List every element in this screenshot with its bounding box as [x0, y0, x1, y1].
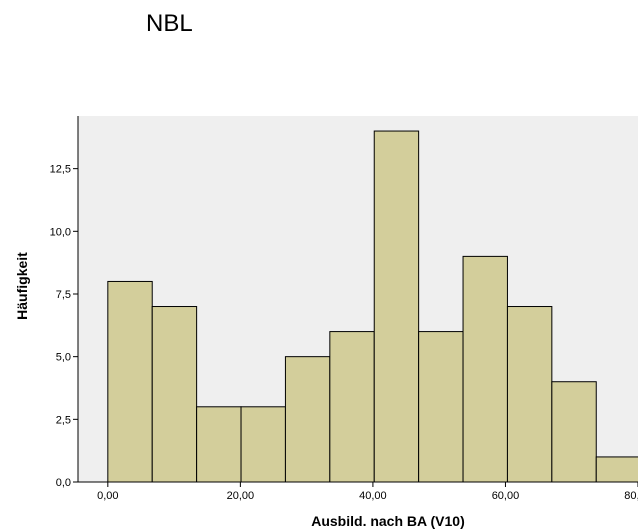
x-axis-title: Ausbild. nach BA (V10) [311, 513, 465, 529]
histogram-bar-6 [373, 130, 420, 483]
x-tick-label-1: 20,00 [227, 490, 255, 502]
bars-group [107, 130, 638, 483]
histogram-bar-4 [284, 356, 331, 483]
y-tick-label-3: 7,5 [56, 289, 71, 301]
histogram-bar-7 [418, 331, 464, 483]
y-tick-label-4: 10,0 [50, 226, 71, 238]
histogram-bar-8 [462, 255, 508, 483]
y-tick-label-5: 12,5 [50, 164, 71, 176]
x-tick-label-2: 40,00 [359, 490, 387, 502]
histogram-bar-10 [551, 381, 597, 483]
histogram-bar-5 [329, 331, 375, 483]
histogram-bar-2 [196, 406, 242, 483]
x-tick-label-0: 0,00 [97, 490, 118, 502]
x-tick-label-3: 60,00 [492, 490, 520, 502]
y-tick-label-2: 5,0 [56, 352, 71, 364]
y-axis-title: Häufigkeit [14, 252, 30, 320]
histogram-bar-3 [240, 406, 286, 483]
histogram-bar-11 [595, 456, 638, 483]
y-tick-label-0: 0,0 [56, 477, 71, 489]
y-tick-label-1: 2,5 [56, 414, 71, 426]
chart-title: NBL [146, 10, 193, 37]
histogram-bar-1 [151, 306, 198, 483]
axes-group: 0,0 2,5 5,0 7,5 10,0 12,5 0,00 20,00 40,00 60,00 8… [50, 116, 638, 502]
x-tick-label-4: 80,00 [624, 490, 638, 502]
histogram-bar-0 [107, 280, 153, 483]
histogram-bar-9 [506, 306, 553, 483]
